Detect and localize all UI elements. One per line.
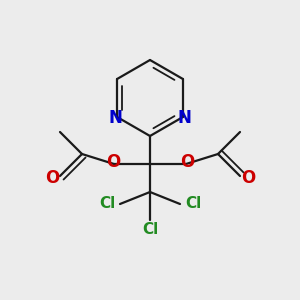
Text: Cl: Cl — [99, 196, 115, 211]
Text: Cl: Cl — [142, 223, 158, 238]
Text: O: O — [45, 169, 59, 187]
Text: N: N — [178, 109, 192, 127]
Text: O: O — [180, 153, 194, 171]
Text: N: N — [108, 109, 122, 127]
Text: O: O — [241, 169, 255, 187]
Text: Cl: Cl — [185, 196, 201, 211]
Text: O: O — [106, 153, 120, 171]
